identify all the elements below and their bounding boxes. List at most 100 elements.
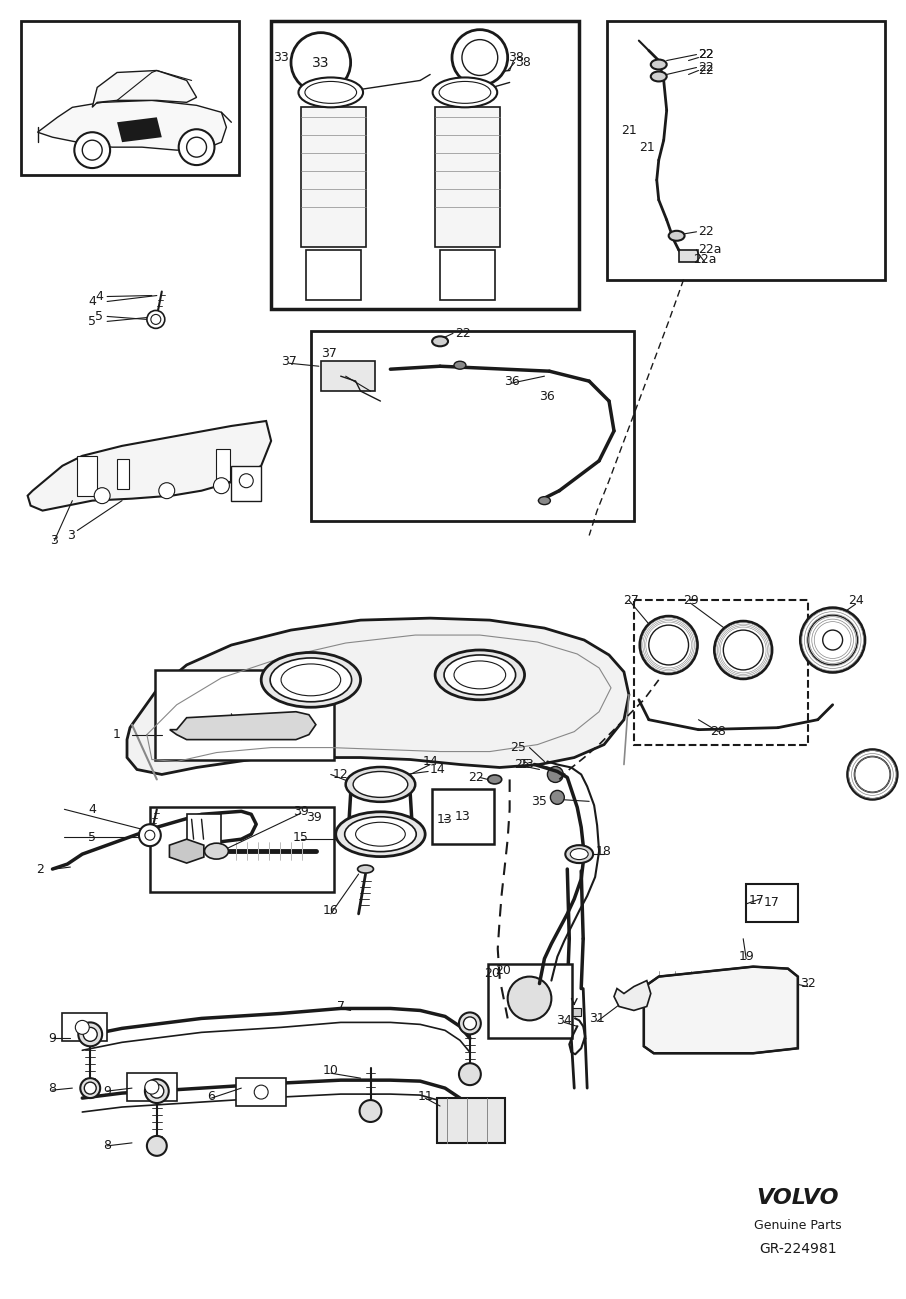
Bar <box>21 21 239 175</box>
Bar <box>747 885 798 922</box>
Polygon shape <box>117 117 162 142</box>
Text: 6: 6 <box>207 1090 216 1103</box>
Ellipse shape <box>570 848 588 860</box>
Text: 36: 36 <box>539 390 555 403</box>
Text: 13: 13 <box>436 813 452 826</box>
Ellipse shape <box>808 616 857 665</box>
Ellipse shape <box>823 630 843 650</box>
Circle shape <box>145 830 155 840</box>
Text: 32: 32 <box>800 977 815 990</box>
Ellipse shape <box>854 756 891 792</box>
Text: VOLVO: VOLVO <box>757 1187 839 1208</box>
Text: 33: 33 <box>312 56 330 70</box>
Text: 5: 5 <box>95 310 103 323</box>
Text: 10: 10 <box>323 1064 339 1077</box>
Ellipse shape <box>444 655 516 695</box>
Text: 17: 17 <box>764 896 780 909</box>
Bar <box>311 331 634 521</box>
Text: 9: 9 <box>103 1085 111 1098</box>
Polygon shape <box>92 70 197 108</box>
Text: 3: 3 <box>51 534 58 547</box>
Ellipse shape <box>640 616 698 674</box>
Ellipse shape <box>439 82 491 104</box>
Text: 22: 22 <box>468 770 484 785</box>
Text: 8: 8 <box>103 1139 111 1152</box>
Text: 38: 38 <box>515 56 531 69</box>
Text: 22: 22 <box>699 48 714 61</box>
Text: 34: 34 <box>556 1015 573 1028</box>
Circle shape <box>147 310 165 329</box>
Text: 14: 14 <box>422 755 438 768</box>
Ellipse shape <box>715 621 772 679</box>
Ellipse shape <box>459 1012 481 1034</box>
Ellipse shape <box>84 1082 96 1094</box>
Ellipse shape <box>145 1079 169 1103</box>
Ellipse shape <box>344 817 416 852</box>
Ellipse shape <box>261 652 361 707</box>
Polygon shape <box>644 966 798 1053</box>
Text: 28: 28 <box>710 725 727 738</box>
Text: 8: 8 <box>49 1082 56 1095</box>
Circle shape <box>452 30 507 86</box>
Text: 7: 7 <box>337 1000 344 1013</box>
Text: 39: 39 <box>306 811 322 824</box>
Bar <box>437 1098 505 1143</box>
Text: 35: 35 <box>532 795 547 808</box>
Text: 22: 22 <box>699 48 714 61</box>
Text: 25: 25 <box>514 759 529 772</box>
Circle shape <box>462 40 497 75</box>
Text: Genuine Parts: Genuine Parts <box>754 1218 842 1231</box>
Polygon shape <box>614 981 651 1011</box>
Text: 36: 36 <box>504 374 519 387</box>
Bar <box>432 790 494 844</box>
Polygon shape <box>27 421 271 511</box>
Circle shape <box>159 483 175 499</box>
Text: 5: 5 <box>88 314 96 327</box>
Ellipse shape <box>538 496 551 504</box>
Bar <box>435 108 500 247</box>
Polygon shape <box>37 100 226 151</box>
Circle shape <box>507 977 552 1021</box>
Ellipse shape <box>336 812 425 856</box>
Text: 24: 24 <box>848 594 863 607</box>
Text: 20: 20 <box>484 968 500 981</box>
Circle shape <box>239 474 254 487</box>
Bar <box>127 1073 177 1102</box>
Text: 15: 15 <box>293 830 309 843</box>
Bar <box>301 108 365 247</box>
Text: 30: 30 <box>299 669 314 682</box>
Text: 37: 37 <box>321 347 337 360</box>
Ellipse shape <box>649 625 689 665</box>
Circle shape <box>139 825 160 846</box>
Polygon shape <box>127 618 629 774</box>
Text: 22: 22 <box>699 64 714 77</box>
Text: 4: 4 <box>88 295 96 308</box>
Text: 17: 17 <box>748 895 764 908</box>
Circle shape <box>94 487 111 504</box>
Circle shape <box>214 478 229 494</box>
Circle shape <box>151 314 160 325</box>
Bar <box>569 1008 582 1016</box>
Circle shape <box>551 790 564 804</box>
Text: GR-224981: GR-224981 <box>759 1242 836 1256</box>
Ellipse shape <box>149 1085 164 1098</box>
Ellipse shape <box>205 843 228 859</box>
Text: 30: 30 <box>295 669 311 682</box>
Circle shape <box>178 129 215 165</box>
Ellipse shape <box>723 630 763 670</box>
Text: 38: 38 <box>507 51 524 64</box>
Bar <box>271 21 579 309</box>
Text: 19: 19 <box>738 950 754 963</box>
Bar <box>149 807 333 892</box>
Text: 11: 11 <box>418 1090 433 1103</box>
Text: 18: 18 <box>596 844 612 857</box>
Ellipse shape <box>305 82 357 104</box>
Ellipse shape <box>432 336 448 347</box>
Circle shape <box>255 1085 268 1099</box>
Text: 9: 9 <box>49 1031 56 1044</box>
Ellipse shape <box>487 776 502 783</box>
Ellipse shape <box>464 1017 477 1030</box>
Text: 22: 22 <box>699 225 714 238</box>
Bar <box>231 466 261 500</box>
Bar <box>187 814 221 850</box>
